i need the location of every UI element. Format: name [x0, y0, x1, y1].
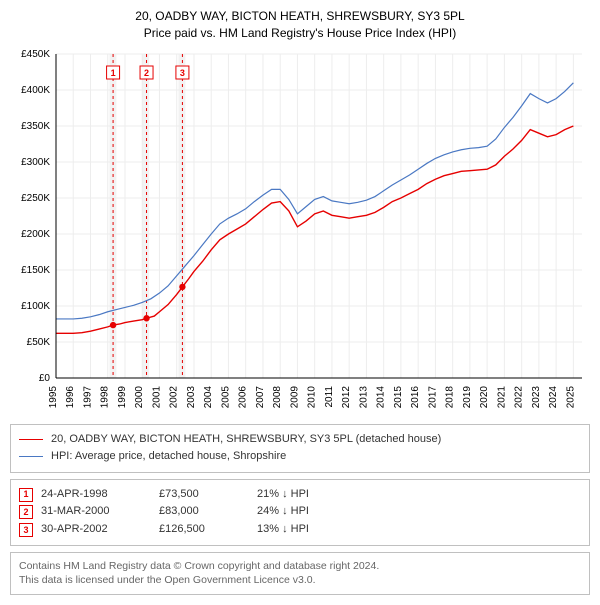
event-date: 24-APR-1998 — [41, 486, 151, 504]
legend-label: 20, OADBY WAY, BICTON HEATH, SHREWSBURY,… — [51, 431, 441, 449]
svg-text:2014: 2014 — [376, 385, 387, 408]
attribution-line-1: Contains HM Land Registry data © Crown c… — [19, 559, 581, 574]
svg-text:£350K: £350K — [21, 121, 50, 132]
svg-text:2004: 2004 — [203, 385, 214, 408]
svg-text:2010: 2010 — [307, 385, 318, 408]
event-delta: 24% ↓ HPI — [257, 503, 581, 521]
svg-text:1997: 1997 — [82, 385, 93, 408]
legend-swatch — [19, 456, 43, 457]
svg-text:1999: 1999 — [117, 385, 128, 408]
svg-text:2001: 2001 — [151, 385, 162, 408]
svg-text:1998: 1998 — [100, 385, 111, 408]
svg-text:2013: 2013 — [358, 385, 369, 408]
title-line-2: Price paid vs. HM Land Registry's House … — [10, 25, 590, 42]
svg-text:£50K: £50K — [27, 337, 51, 348]
svg-text:2011: 2011 — [324, 385, 335, 407]
svg-text:2024: 2024 — [548, 385, 559, 408]
svg-text:£400K: £400K — [21, 85, 50, 96]
svg-text:2006: 2006 — [238, 385, 249, 408]
event-price: £83,000 — [159, 503, 249, 521]
title-line-1: 20, OADBY WAY, BICTON HEATH, SHREWSBURY,… — [10, 8, 590, 25]
svg-text:£100K: £100K — [21, 301, 50, 312]
svg-text:£300K: £300K — [21, 157, 50, 168]
legend: 20, OADBY WAY, BICTON HEATH, SHREWSBURY,… — [10, 424, 590, 473]
event-date: 31-MAR-2000 — [41, 503, 151, 521]
svg-text:1996: 1996 — [65, 385, 76, 408]
sale-event-row: 1 24-APR-1998 £73,500 21% ↓ HPI — [19, 486, 581, 504]
legend-item: HPI: Average price, detached house, Shro… — [19, 448, 581, 466]
event-marker: 3 — [19, 523, 33, 537]
chart-container: 20, OADBY WAY, BICTON HEATH, SHREWSBURY,… — [0, 0, 600, 605]
svg-text:2: 2 — [144, 68, 149, 78]
chart-svg: £0 £50K £100K £150K £200K £250K £300K £350K £400… — [10, 48, 588, 418]
svg-text:2017: 2017 — [427, 385, 438, 408]
sale-event-row: 2 31-MAR-2000 £83,000 24% ↓ HPI — [19, 503, 581, 521]
sale-event-row: 3 30-APR-2002 £126,500 13% ↓ HPI — [19, 521, 581, 539]
attribution-line-2: This data is licensed under the Open Gov… — [19, 573, 581, 588]
svg-text:2012: 2012 — [341, 385, 352, 408]
svg-text:2008: 2008 — [272, 385, 283, 408]
svg-text:2003: 2003 — [186, 385, 197, 408]
svg-text:2018: 2018 — [445, 385, 456, 408]
svg-text:3: 3 — [180, 68, 185, 78]
event-price: £73,500 — [159, 486, 249, 504]
event-marker: 1 — [19, 488, 33, 502]
svg-text:2025: 2025 — [565, 385, 576, 408]
svg-text:1995: 1995 — [48, 385, 59, 408]
svg-text:£250K: £250K — [21, 193, 50, 204]
event-date: 30-APR-2002 — [41, 521, 151, 539]
line-chart: £0 £50K £100K £150K £200K £250K £300K £350K £400… — [10, 48, 590, 418]
svg-text:£450K: £450K — [21, 49, 50, 60]
svg-text:1: 1 — [111, 68, 116, 78]
svg-text:2019: 2019 — [462, 385, 473, 408]
legend-swatch — [19, 439, 43, 440]
svg-text:£0: £0 — [39, 373, 51, 384]
svg-text:2009: 2009 — [289, 385, 300, 408]
svg-text:2005: 2005 — [220, 385, 231, 408]
svg-text:2022: 2022 — [514, 385, 525, 408]
attribution: Contains HM Land Registry data © Crown c… — [10, 552, 590, 595]
svg-text:2007: 2007 — [255, 385, 266, 408]
event-delta: 21% ↓ HPI — [257, 486, 581, 504]
svg-text:2020: 2020 — [479, 385, 490, 408]
svg-text:2016: 2016 — [410, 385, 421, 408]
chart-title: 20, OADBY WAY, BICTON HEATH, SHREWSBURY,… — [10, 8, 590, 42]
svg-text:2002: 2002 — [169, 385, 180, 408]
svg-text:2000: 2000 — [134, 385, 145, 408]
svg-text:£200K: £200K — [21, 229, 50, 240]
svg-text:£150K: £150K — [21, 265, 50, 276]
svg-text:2023: 2023 — [531, 385, 542, 408]
legend-label: HPI: Average price, detached house, Shro… — [51, 448, 286, 466]
svg-text:2021: 2021 — [496, 385, 507, 408]
legend-item: 20, OADBY WAY, BICTON HEATH, SHREWSBURY,… — [19, 431, 581, 449]
event-delta: 13% ↓ HPI — [257, 521, 581, 539]
sale-events: 1 24-APR-1998 £73,500 21% ↓ HPI 2 31-MAR-2000… — [10, 479, 590, 546]
event-price: £126,500 — [159, 521, 249, 539]
event-marker: 2 — [19, 505, 33, 519]
svg-text:2015: 2015 — [393, 385, 404, 408]
